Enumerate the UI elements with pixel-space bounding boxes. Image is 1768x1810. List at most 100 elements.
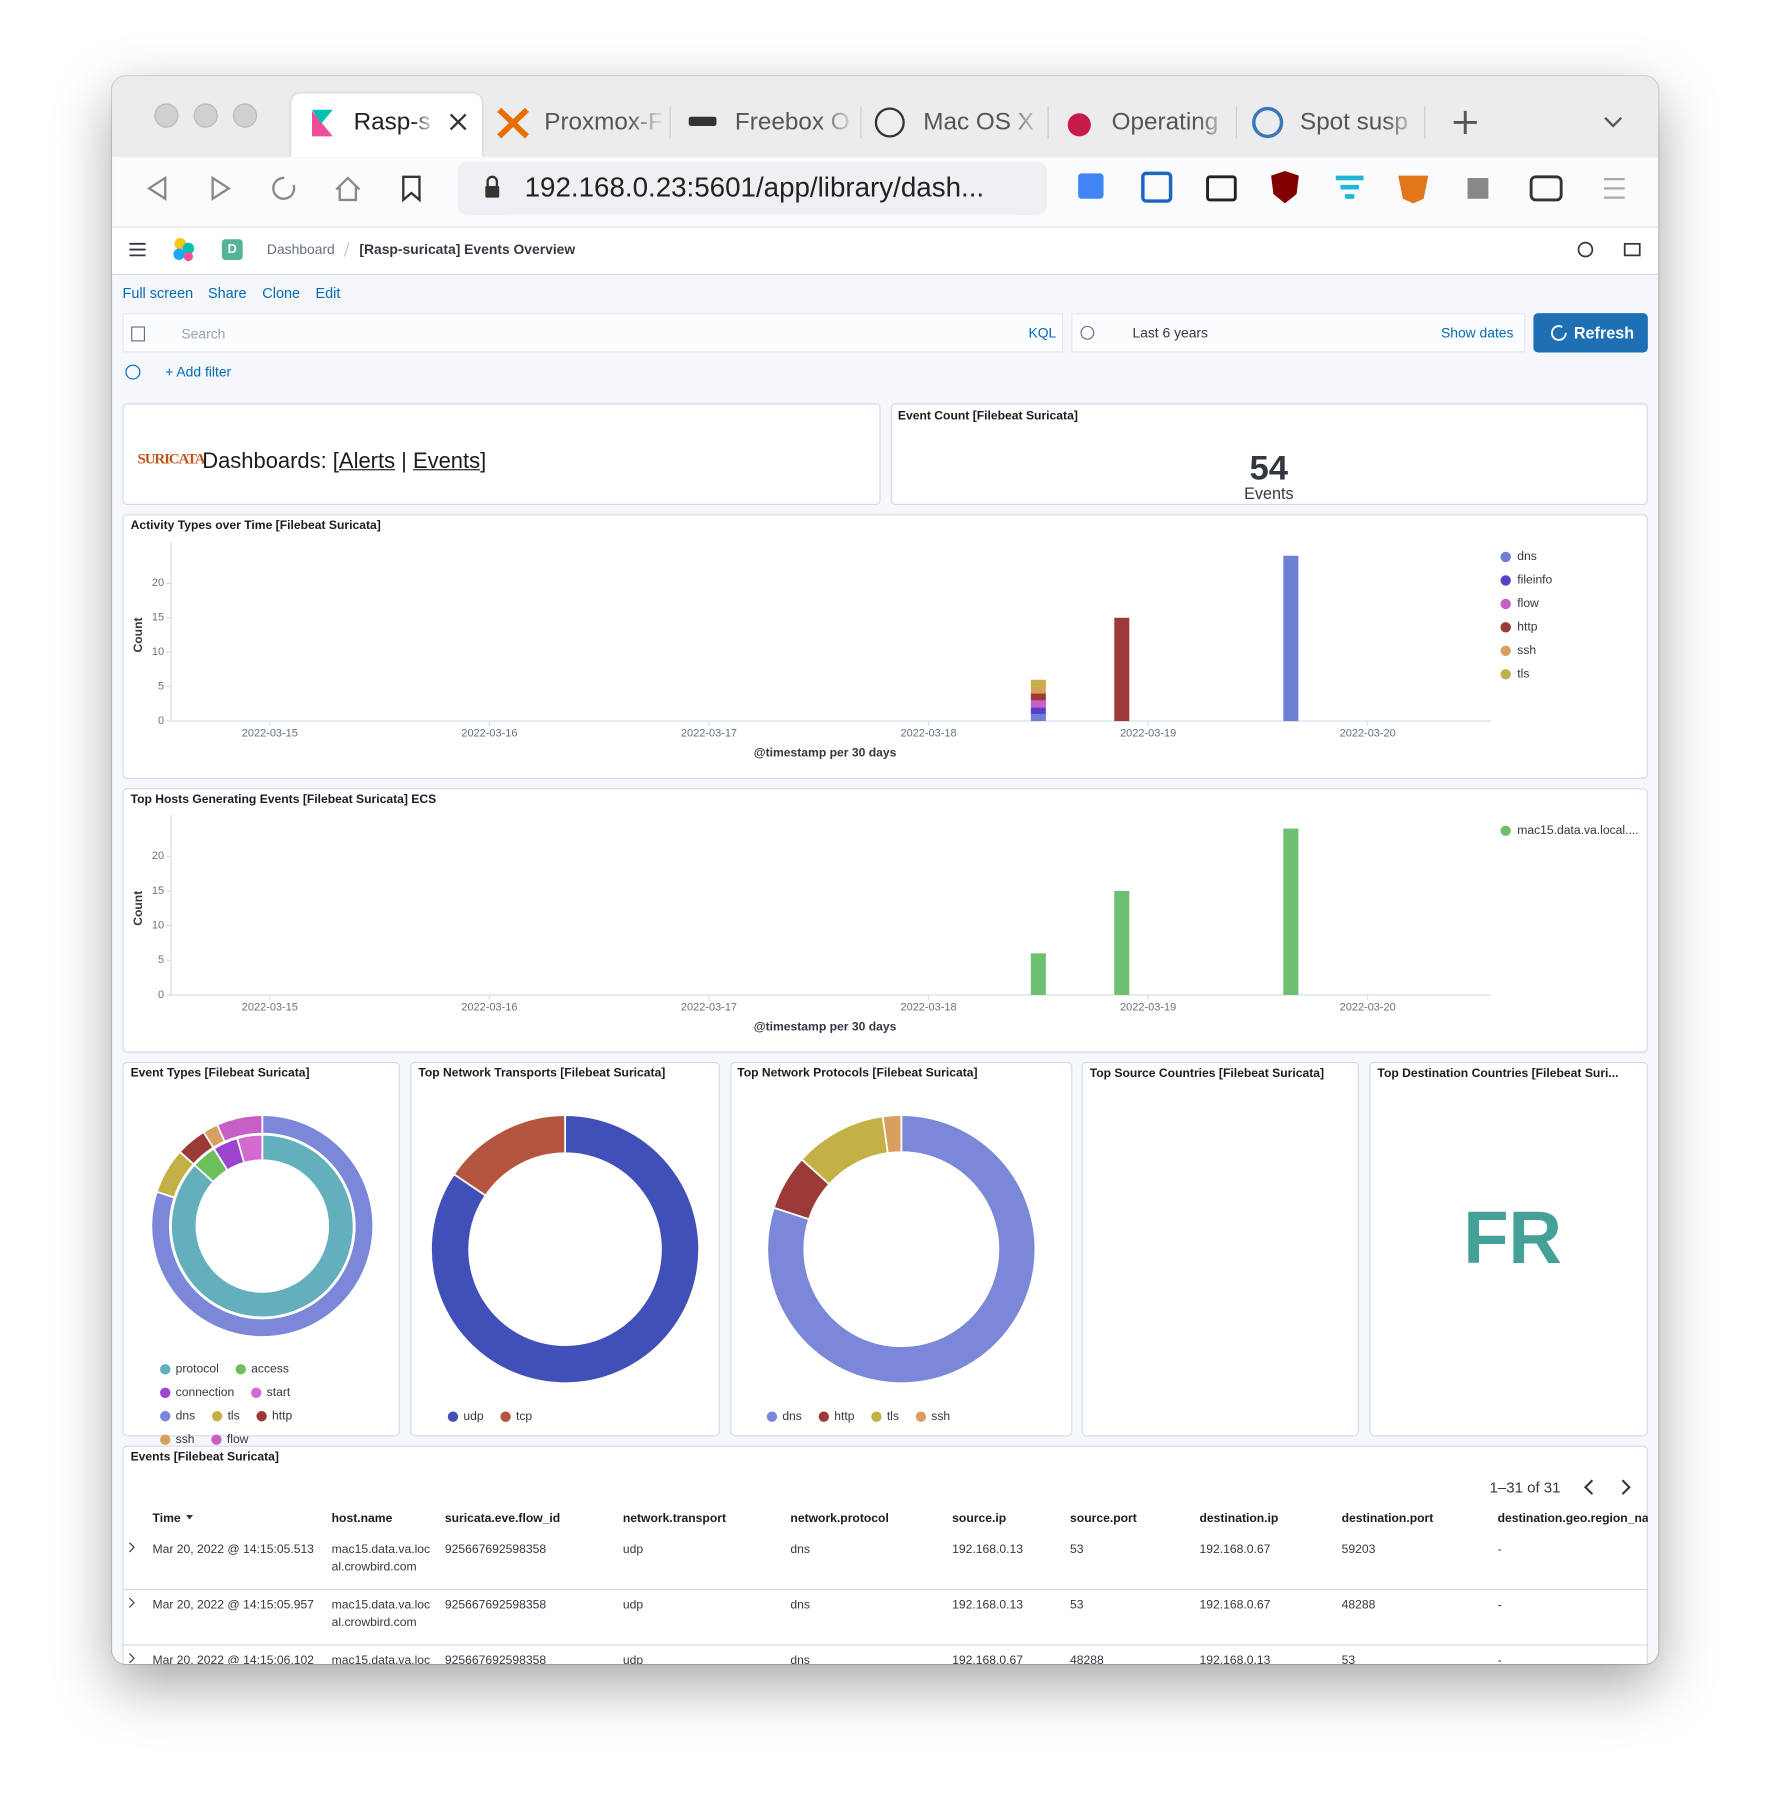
column-name: destination.port	[1341, 1511, 1434, 1526]
column-header[interactable]: source.port	[1065, 1502, 1194, 1534]
chevron[interactable]	[129, 1653, 135, 1664]
markdown-link[interactable]: Events	[412, 449, 481, 474]
panel-title: Top Destination Countries [Filebeat Suri…	[1377, 1066, 1619, 1081]
table-cell: mac15.data.va.local.crowbird.com	[327, 1644, 441, 1665]
table-cell: udp	[618, 1534, 786, 1591]
chevron[interactable]	[129, 1542, 135, 1553]
expand-cell	[122, 1589, 148, 1646]
column-header[interactable]: destination.geo.region_name	[1493, 1502, 1648, 1534]
markdown-panel	[122, 403, 881, 505]
metric-panel	[890, 403, 1648, 505]
metric-value: FR	[1463, 1196, 1562, 1280]
table-cell: -	[1492, 1644, 1648, 1665]
column-header[interactable]: suricata.eve.flow_id	[440, 1502, 618, 1534]
tab-title[interactable]: Mac OS X	[923, 108, 1034, 136]
table-cell: 59203	[1336, 1534, 1493, 1591]
expand-cell	[122, 1644, 148, 1665]
markdown-separator: |	[401, 449, 407, 474]
panel-title: Event Count [Filebeat Suricata]	[897, 409, 1078, 423]
table-cell: -	[1492, 1589, 1648, 1646]
markdown-text: Dashboards: [Alerts | Events]	[202, 450, 486, 475]
table-cell: Mar 20, 2022 @ 14:15:06.102	[147, 1644, 328, 1665]
kql-toggle[interactable]: KQL	[1028, 324, 1057, 341]
refresh-label[interactable]: Refresh	[1573, 323, 1635, 343]
column-header[interactable]: network.transport	[618, 1502, 786, 1534]
tab-title[interactable]: Proxmox-F	[544, 108, 663, 136]
table-cell: 53	[1065, 1589, 1195, 1646]
sort-icon[interactable]	[184, 1513, 196, 1522]
table-cell: 48288	[1065, 1644, 1195, 1665]
table-cell: 925667692598358	[440, 1534, 619, 1591]
sort-arrow[interactable]	[186, 1514, 194, 1520]
table-cell: 53	[1065, 1534, 1195, 1591]
map-panel	[1081, 1061, 1359, 1437]
column-name: destination.ip	[1199, 1511, 1279, 1526]
table-row: Mar 20, 2022 @ 14:15:05.513 mac15.data.va…	[122, 1534, 1648, 1591]
show-dates[interactable]: Show dates	[1440, 324, 1514, 341]
column-name: network.transport	[622, 1511, 726, 1526]
breadcrumb[interactable]: Dashboard	[266, 241, 335, 258]
column-header[interactable]: destination.ip	[1195, 1502, 1337, 1534]
header-row: Time host.name suricata.eve.flow_id network…	[122, 1502, 1648, 1534]
column-name: destination.geo.region_name	[1497, 1511, 1648, 1526]
events-table: Time host.name suricata.eve.flow_id network…	[122, 1502, 1648, 1665]
table-cell: -	[1492, 1534, 1648, 1591]
expand-header	[122, 1502, 147, 1534]
table-cell: udp	[618, 1589, 786, 1646]
add-filter[interactable]: + Add filter	[165, 364, 232, 381]
space-badge[interactable]: D	[221, 239, 243, 261]
column-name: Time	[152, 1511, 181, 1526]
expand-icon[interactable]	[127, 1597, 136, 1609]
table-cell: 53	[1336, 1644, 1493, 1665]
tab-title[interactable]: Spot susp	[1300, 108, 1408, 136]
filter-icon[interactable]	[125, 364, 141, 380]
search-bar[interactable]	[122, 313, 1064, 353]
table-cell: Mar 20, 2022 @ 14:15:05.957	[147, 1589, 328, 1646]
chart-panel	[410, 1061, 720, 1437]
table-cell: dns	[785, 1589, 948, 1646]
expand-icon[interactable]	[127, 1652, 136, 1664]
kibana-header	[112, 227, 1659, 276]
url-field[interactable]	[457, 161, 1047, 215]
menu-link[interactable]: Clone	[262, 285, 301, 302]
table-cell: 192.168.0.67	[1194, 1534, 1337, 1591]
url-text[interactable]: 192.168.0.23:5601/app/library/dash...	[524, 172, 985, 204]
tab-title[interactable]: Freebox O	[734, 108, 850, 136]
time-range[interactable]: Last 6 years	[1132, 324, 1208, 341]
markdown-prefix: Dashboards: [	[202, 449, 339, 474]
column-header[interactable]: network.protocol	[786, 1502, 948, 1534]
markdown-suffix: ]	[480, 449, 487, 474]
chevron[interactable]	[129, 1597, 135, 1608]
column-header[interactable]: host.name	[327, 1502, 440, 1534]
menu-link[interactable]: Edit	[315, 285, 341, 302]
table-cell: 925667692598358	[440, 1644, 619, 1665]
breadcrumb: [Rasp-suricata] Events Overview	[359, 241, 576, 258]
tab-title[interactable]: Operating	[1111, 108, 1219, 136]
column-name: source.port	[1070, 1511, 1137, 1526]
table-cell: 192.168.0.13	[1194, 1644, 1337, 1665]
markdown-link[interactable]: Alerts	[338, 449, 396, 474]
menu-link[interactable]: Share	[208, 285, 247, 302]
table-cell: 192.168.0.67	[947, 1644, 1066, 1665]
column-header[interactable]: Time	[148, 1502, 327, 1534]
metric-label: Events	[1244, 484, 1294, 503]
table: Time host.name suricata.eve.flow_id network…	[122, 1502, 1648, 1665]
menu-link[interactable]: Full screen	[122, 285, 194, 302]
expand-icon[interactable]	[127, 1542, 136, 1554]
table-cell: mac15.data.va.local.crowbird.com	[327, 1534, 441, 1591]
column-name: source.ip	[952, 1511, 1007, 1526]
table-cell: 192.168.0.67	[1194, 1589, 1337, 1646]
tab-title[interactable]: Rasp-s	[353, 108, 431, 136]
search-placeholder[interactable]: Search	[181, 325, 226, 343]
column-header[interactable]: destination.port	[1337, 1502, 1493, 1534]
time-picker[interactable]	[1071, 313, 1526, 353]
column-header[interactable]: source.ip	[948, 1502, 1066, 1534]
table-cell: mac15.data.va.local.crowbird.com	[327, 1589, 441, 1646]
browser-window: Rasp-s Proxmox-F Freebox O Mac OS X Oper…	[112, 76, 1659, 1665]
panel-title: Events [Filebeat Suricata]	[130, 1450, 279, 1465]
column-name: network.protocol	[790, 1511, 889, 1526]
table-cell: 192.168.0.13	[947, 1589, 1066, 1646]
table-cell: udp	[618, 1644, 786, 1665]
column-name: host.name	[331, 1511, 393, 1526]
